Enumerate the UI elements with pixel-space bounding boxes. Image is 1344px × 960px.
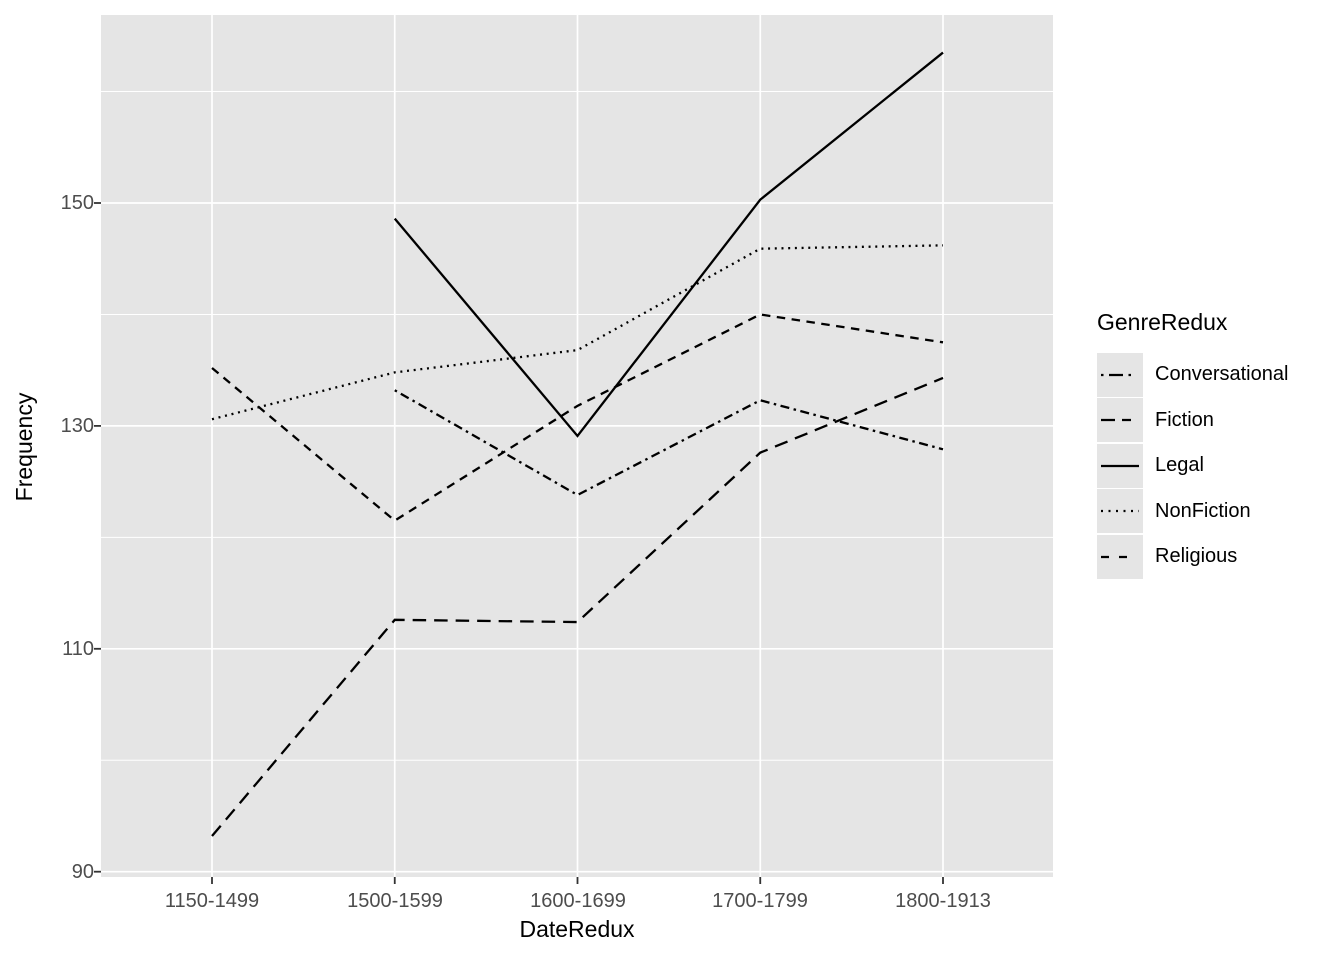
y-tick-label-130: 130 <box>60 415 94 437</box>
legend-item-nonfiction: NonFiction <box>1097 489 1341 535</box>
x-tick-label-1800-1913: 1800-1913 <box>895 890 991 912</box>
series-line-legal <box>393 51 944 438</box>
x-tick-label-1500-1599: 1500-1599 <box>347 890 443 912</box>
legend-item-religious: Religious <box>1097 534 1341 580</box>
legend-key-line-icon <box>1097 352 1143 397</box>
legend-key-line-icon <box>1097 398 1143 443</box>
y-tick-label-90: 90 <box>71 861 94 883</box>
legend-title: GenreRedux <box>1097 309 1228 335</box>
series-line-religious <box>211 313 944 523</box>
x-tick-label-1600-1699: 1600-1699 <box>530 890 626 912</box>
y-axis-title: Frequency <box>11 392 37 502</box>
y-tick-label-110: 110 <box>62 638 94 660</box>
x-axis-title: DateRedux <box>519 916 635 942</box>
legend: GenreRedux Conversational Fiction Legal … <box>1097 308 1341 580</box>
legend-item-label: Legal <box>1155 454 1204 477</box>
legend-items: Conversational Fiction Legal NonFiction … <box>1097 352 1341 580</box>
legend-item-legal: Legal <box>1097 443 1341 489</box>
legend-key-line-icon <box>1097 443 1143 488</box>
series-line-fiction <box>211 376 944 837</box>
legend-key-line-icon <box>1097 489 1143 534</box>
legend-item-conversational: Conversational <box>1097 352 1341 398</box>
legend-item-label: Religious <box>1155 545 1238 568</box>
legend-item-fiction: Fiction <box>1097 398 1341 444</box>
legend-item-label: NonFiction <box>1155 499 1251 522</box>
legend-key-line-icon <box>1097 534 1143 579</box>
y-tick-label-150: 150 <box>60 192 94 214</box>
legend-item-label: Fiction <box>1155 408 1214 431</box>
x-tick-label-1700-1799: 1700-1799 <box>712 890 808 912</box>
x-tick-label-1150-1499: 1150-1499 <box>164 890 260 912</box>
legend-item-label: Conversational <box>1155 363 1289 386</box>
